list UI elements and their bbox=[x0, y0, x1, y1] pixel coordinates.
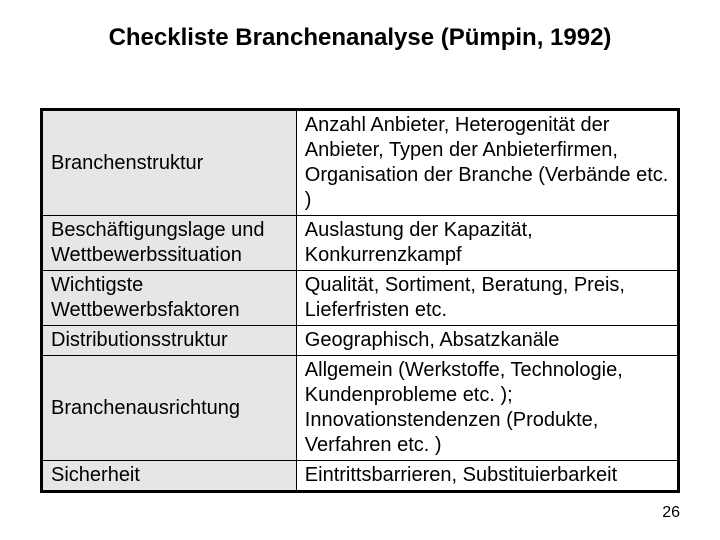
row-content: Qualität, Sortiment, Beratung, Preis, Li… bbox=[296, 271, 678, 326]
row-content: Geographisch, Absatzkanäle bbox=[296, 326, 678, 356]
table-row: Beschäftigungslage und Wettbewerbssituat… bbox=[42, 216, 679, 271]
row-content: Anzahl Anbieter, Heterogenität der Anbie… bbox=[296, 110, 678, 216]
row-content: Allgemein (Werkstoffe, Technologie, Kund… bbox=[296, 356, 678, 461]
table-row: Branchenstruktur Anzahl Anbieter, Hetero… bbox=[42, 110, 679, 216]
table-row: Branchenausrichtung Allgemein (Werkstoff… bbox=[42, 356, 679, 461]
table-row: Sicherheit Eintrittsbarrieren, Substitui… bbox=[42, 461, 679, 492]
row-content: Auslastung der Kapazität, Konkurrenzkamp… bbox=[296, 216, 678, 271]
slide: Checkliste Branchenanalyse (Pümpin, 1992… bbox=[0, 0, 720, 540]
page-number: 26 bbox=[662, 504, 680, 522]
page-title: Checkliste Branchenanalyse (Pümpin, 1992… bbox=[40, 24, 680, 52]
row-label: Branchenstruktur bbox=[42, 110, 297, 216]
row-label: Sicherheit bbox=[42, 461, 297, 492]
industry-analysis-table: Branchenstruktur Anzahl Anbieter, Hetero… bbox=[40, 108, 680, 493]
table-row: Wichtigste Wettbewerbsfaktoren Qualität,… bbox=[42, 271, 679, 326]
row-label: Wichtigste Wettbewerbsfaktoren bbox=[42, 271, 297, 326]
row-label: Beschäftigungslage und Wettbewerbssituat… bbox=[42, 216, 297, 271]
row-content: Eintrittsbarrieren, Substituierbarkeit bbox=[296, 461, 678, 492]
row-label: Distributionsstruktur bbox=[42, 326, 297, 356]
row-label: Branchenausrichtung bbox=[42, 356, 297, 461]
table-row: Distributionsstruktur Geographisch, Absa… bbox=[42, 326, 679, 356]
table-body: Branchenstruktur Anzahl Anbieter, Hetero… bbox=[42, 110, 679, 492]
